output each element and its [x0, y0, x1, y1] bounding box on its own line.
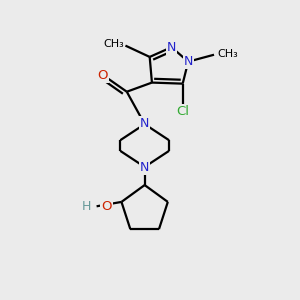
Text: N: N: [184, 55, 194, 68]
Text: O: O: [97, 69, 108, 82]
Text: O: O: [101, 200, 112, 213]
Text: CH₃: CH₃: [103, 39, 124, 49]
Text: N: N: [167, 41, 176, 54]
Text: Cl: Cl: [176, 105, 189, 119]
Text: N: N: [140, 117, 149, 130]
Text: H: H: [82, 200, 91, 213]
Text: CH₃: CH₃: [217, 49, 238, 59]
Text: N: N: [140, 161, 149, 174]
